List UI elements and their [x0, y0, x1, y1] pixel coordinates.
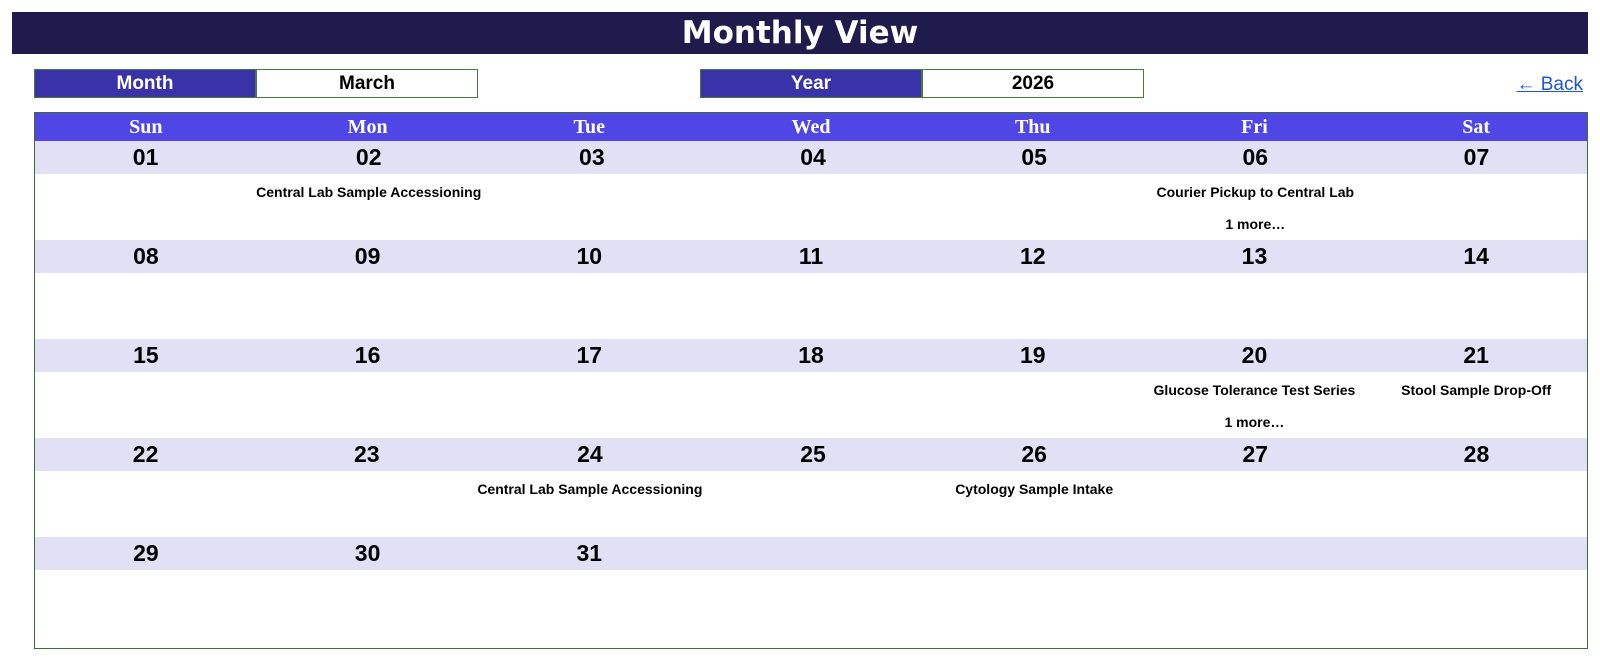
day-number: 06 — [1144, 141, 1366, 174]
calendar-event[interactable]: Courier Pickup to Central Lab — [1156, 184, 1355, 200]
calendar-day-cell[interactable]: 14 — [1365, 240, 1588, 341]
weekday-header-row: Sun Mon Tue Wed Thu Fri Sat — [35, 113, 1587, 142]
day-number: 13 — [1143, 240, 1366, 273]
day-number: 11 — [700, 240, 922, 273]
calendar-day-cell[interactable]: 02 Central Lab Sample Accessioning — [256, 141, 482, 242]
calendar-day-cell[interactable]: 25 — [702, 438, 924, 539]
day-number: 30 — [256, 537, 479, 570]
back-link[interactable]: ← Back — [1516, 74, 1583, 95]
calendar-event[interactable]: Glucose Tolerance Test Series — [1153, 382, 1356, 398]
calendar-day-cell — [1143, 537, 1366, 638]
day-number: 01 — [35, 141, 257, 174]
day-number: 15 — [35, 339, 257, 372]
day-number: 12 — [921, 240, 1144, 273]
day-number: 07 — [1365, 141, 1588, 174]
weekday-header: Thu — [1014, 116, 1051, 138]
month-value-field[interactable]: March — [256, 69, 478, 98]
calendar-day-cell[interactable]: 01 — [35, 141, 257, 242]
calendar-event[interactable]: Stool Sample Drop-Off — [1401, 382, 1552, 398]
day-number: 18 — [700, 339, 922, 372]
day-number: 27 — [1144, 438, 1366, 471]
day-number: 25 — [702, 438, 924, 471]
day-number: 24 — [477, 438, 703, 471]
more-events-link[interactable]: 1 more… — [1224, 414, 1285, 430]
calendar-day-cell[interactable]: 31 — [478, 537, 701, 638]
calendar-day-cell[interactable]: 21 Stool Sample Drop-Off — [1365, 339, 1588, 440]
calendar-day-cell[interactable]: 28 — [1365, 438, 1588, 539]
calendar-day-cell[interactable]: 13 — [1143, 240, 1366, 341]
calendar-day-cell[interactable]: 29 — [35, 537, 257, 638]
weekday-header: Sat — [1462, 116, 1491, 138]
more-events-link[interactable]: 1 more… — [1225, 216, 1286, 232]
calendar-day-cell[interactable]: 26 Cytology Sample Intake — [923, 438, 1145, 539]
page-title: Monthly View — [12, 12, 1588, 54]
day-number: 17 — [478, 339, 701, 372]
calendar-day-cell[interactable]: 12 — [921, 240, 1144, 341]
day-number: 09 — [256, 240, 479, 273]
day-number: 23 — [256, 438, 478, 471]
day-number: 26 — [923, 438, 1145, 471]
calendar-event[interactable]: Central Lab Sample Accessioning — [477, 481, 703, 497]
day-number: 21 — [1365, 339, 1588, 372]
calendar-day-cell[interactable]: 22 — [35, 438, 257, 539]
weekday-header: Fri — [1241, 116, 1268, 138]
day-number: 31 — [478, 537, 701, 570]
calendar-day-cell[interactable]: 30 — [256, 537, 479, 638]
calendar-day-cell[interactable]: 06 Courier Pickup to Central Lab 1 more… — [1144, 141, 1366, 242]
calendar-day-cell[interactable]: 24 Central Lab Sample Accessioning — [477, 438, 703, 539]
calendar-day-cell[interactable]: 19 — [921, 339, 1144, 440]
year-label: Year — [700, 69, 922, 98]
year-value-field[interactable]: 2026 — [922, 69, 1144, 98]
calendar-day-cell[interactable]: 23 — [256, 438, 478, 539]
day-number: 20 — [1143, 339, 1366, 372]
weekday-header: Sun — [129, 116, 163, 138]
calendar-week-row: 22 23 24 Central Lab Sample Accessioning 25 2… — [35, 438, 1588, 539]
calendar-day-cell[interactable]: 09 — [256, 240, 479, 341]
weekday-header: Wed — [791, 116, 831, 138]
calendar-day-cell — [921, 537, 1144, 638]
calendar-day-cell[interactable]: 16 — [256, 339, 479, 440]
calendar-week-row: 08 09 10 11 12 13 14 — [35, 240, 1588, 341]
month-calendar-grid: Sun Mon Tue Wed Thu Fri Sat 01 02 Central … — [34, 112, 1588, 649]
day-number: 04 — [702, 141, 924, 174]
calendar-week-row: 01 02 Central Lab Sample Accessioning 03 04 0… — [35, 141, 1588, 242]
calendar-day-cell[interactable]: 27 — [1144, 438, 1366, 539]
month-label: Month — [34, 69, 256, 98]
calendar-day-cell[interactable]: 04 — [702, 141, 924, 242]
empty-day-header — [1143, 537, 1366, 570]
calendar-event[interactable]: Central Lab Sample Accessioning — [256, 184, 482, 200]
calendar-day-cell[interactable]: 15 — [35, 339, 257, 440]
day-number: 22 — [35, 438, 257, 471]
calendar-day-cell[interactable]: 18 — [700, 339, 922, 440]
day-number: 28 — [1365, 438, 1588, 471]
calendar-day-cell[interactable]: 07 — [1365, 141, 1588, 242]
calendar-day-cell[interactable]: 03 — [481, 141, 703, 242]
weekday-header: Mon — [347, 116, 388, 138]
day-number: 05 — [923, 141, 1145, 174]
day-number: 08 — [35, 240, 257, 273]
calendar-day-cell — [700, 537, 922, 638]
empty-day-header — [700, 537, 922, 570]
calendar-day-cell[interactable]: 20 Glucose Tolerance Test Series 1 more… — [1143, 339, 1366, 440]
calendar-event[interactable]: Cytology Sample Intake — [955, 481, 1114, 497]
empty-day-header — [921, 537, 1144, 570]
calendar-week-row: 29 30 31 — [35, 537, 1588, 638]
calendar-week-row: 15 16 17 18 19 20 Glucose Tolerance Test Serie… — [35, 339, 1588, 440]
calendar-day-cell[interactable]: 05 — [923, 141, 1145, 242]
calendar-day-cell[interactable]: 11 — [700, 240, 922, 341]
day-number: 14 — [1365, 240, 1588, 273]
calendar-day-cell — [1365, 537, 1588, 638]
day-number: 02 — [256, 141, 482, 174]
day-number: 16 — [256, 339, 479, 372]
empty-day-header — [1365, 537, 1588, 570]
calendar-day-cell[interactable]: 08 — [35, 240, 257, 341]
calendar-day-cell[interactable]: 17 — [478, 339, 701, 440]
day-number: 29 — [35, 537, 257, 570]
calendar-day-cell[interactable]: 10 — [478, 240, 701, 341]
day-number: 03 — [481, 141, 703, 174]
day-number: 10 — [478, 240, 701, 273]
day-number: 19 — [921, 339, 1144, 372]
weekday-header: Tue — [573, 116, 606, 138]
